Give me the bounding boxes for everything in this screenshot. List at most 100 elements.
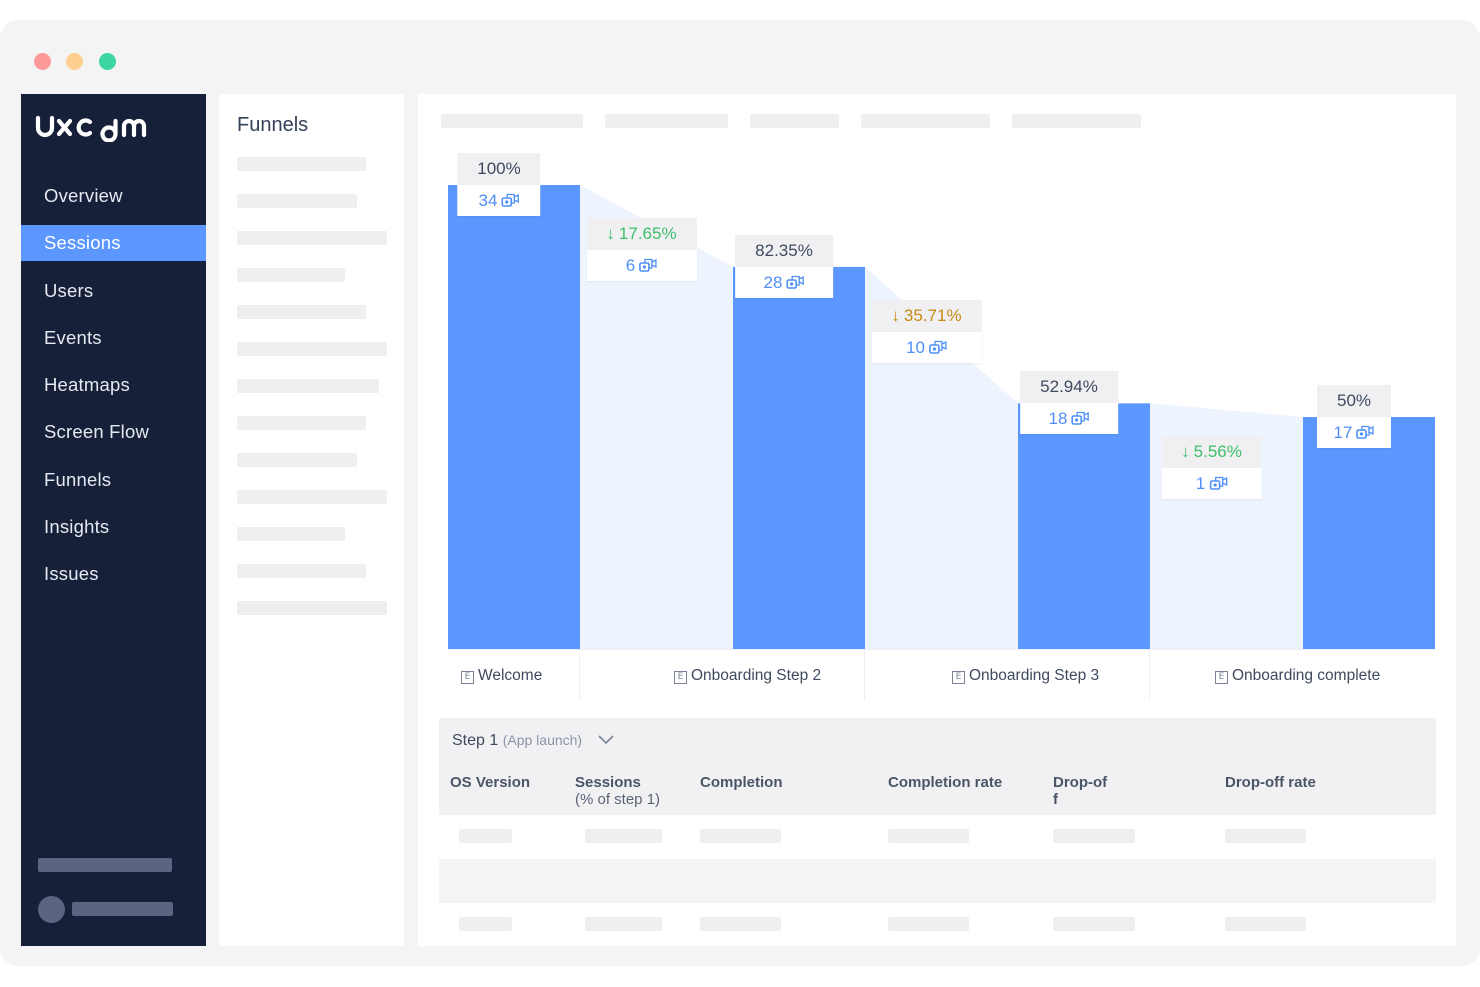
session-recording-icon[interactable] <box>1356 418 1375 439</box>
funnel-bar[interactable] <box>1018 403 1150 649</box>
tab-placeholder[interactable] <box>861 114 990 128</box>
chevron-down-icon[interactable] <box>597 734 615 746</box>
funnel-step-name-text: Onboarding Step 2 <box>691 667 822 684</box>
funnel-list-placeholder[interactable] <box>237 342 387 356</box>
column-header[interactable]: Drop-of f <box>1053 774 1107 808</box>
step-stat-percent-value: 50% <box>1336 391 1372 410</box>
column-header-label: Completion rate <box>888 774 1003 791</box>
funnel-bar[interactable] <box>448 185 580 649</box>
funnel-list-placeholder[interactable] <box>237 601 387 615</box>
dropoff-stat-percent-value: 17.65% <box>618 224 677 243</box>
sidebar-item-funnels[interactable]: Funnels <box>44 468 112 490</box>
table-cell-placeholder <box>1053 917 1135 931</box>
funnel-list-placeholder[interactable] <box>237 416 366 430</box>
session-recording-icon[interactable] <box>786 268 805 289</box>
funnel-step-name[interactable]: E Welcome <box>461 650 542 700</box>
table-row <box>439 859 1436 903</box>
sidebar-item-overview[interactable]: Overview <box>44 185 123 206</box>
step-stat[interactable]: 50% 17 <box>1316 385 1392 448</box>
funnel-list-placeholder[interactable] <box>237 527 345 541</box>
session-recording-icon[interactable] <box>1071 404 1090 426</box>
step-selector[interactable]: Step 1 (App launch) <box>452 732 582 750</box>
tab-placeholder[interactable] <box>441 114 583 128</box>
uxcam-logo[interactable]: uxcam <box>35 108 175 142</box>
main-content: E Welcome E Onboarding Step 2 E Onboarding St… <box>418 94 1456 946</box>
column-header-label: OS Version <box>450 774 531 791</box>
dropoff-stat-sessions[interactable]: 6 <box>586 250 697 281</box>
table-cell-placeholder <box>888 917 969 931</box>
funnel-list-placeholder[interactable] <box>237 453 357 467</box>
funnel-list-placeholder[interactable] <box>237 194 357 208</box>
sidebar-item-heatmaps[interactable]: Heatmaps <box>44 374 130 396</box>
column-header[interactable]: OS Version <box>450 774 530 791</box>
table-cell-placeholder <box>1225 829 1306 843</box>
table-cell-placeholder <box>585 829 662 843</box>
window-minimize-dot[interactable] <box>66 53 83 70</box>
step-stat-sessions-count: 28 <box>763 272 783 292</box>
funnel-bar[interactable] <box>1303 417 1435 649</box>
funnel-list-placeholder[interactable] <box>237 231 387 245</box>
sidebar-item-issues[interactable]: Issues <box>44 563 99 585</box>
table-cell-placeholder <box>1225 917 1306 931</box>
breakdown-table-header: Step 1 (App launch) OS Version Sessions (%… <box>439 718 1436 815</box>
event-icon: E <box>461 671 474 684</box>
step-stat[interactable]: 82.35% 28 <box>735 234 833 298</box>
dropoff-flow-region <box>580 185 733 649</box>
funnel-list-placeholder[interactable] <box>237 268 345 282</box>
sidebar: uxcam Overview Sessions Users Events Heatmap… <box>21 94 206 946</box>
dropoff-stat[interactable]: ↓ 5.56% 1 <box>1161 436 1262 500</box>
step-stat[interactable]: 52.94% 18 <box>1020 371 1118 435</box>
sidebar-placeholder-bar <box>38 858 172 872</box>
funnel-chart: E Welcome E Onboarding Step 2 E Onboarding St… <box>418 94 1456 734</box>
step-stat-sessions[interactable]: 34 <box>457 185 541 216</box>
column-header[interactable]: Completion <box>700 774 783 791</box>
sidebar-item-insights[interactable]: Insights <box>44 516 110 538</box>
funnel-step-labels: E Welcome E Onboarding Step 2 E Onboarding St… <box>448 649 1435 700</box>
step-label: Step 1 <box>452 732 499 749</box>
funnel-list-placeholder[interactable] <box>237 564 366 578</box>
step-stat-sessions-count: 34 <box>478 191 498 210</box>
event-icon: E <box>674 671 687 684</box>
funnel-step-name[interactable]: E Onboarding complete <box>1215 650 1380 700</box>
session-recording-icon[interactable] <box>639 251 657 272</box>
step-sub-label: (App launch) <box>502 732 583 748</box>
sidebar-item-sessions[interactable]: Sessions <box>21 225 206 262</box>
step-stat-sessions[interactable]: 18 <box>1020 403 1118 435</box>
dropoff-stat[interactable]: ↓ 17.65% 6 <box>586 218 697 281</box>
funnel-step-name[interactable]: E Onboarding Step 2 <box>674 650 821 700</box>
column-header[interactable]: Completion rate <box>888 774 1002 791</box>
funnel-bar[interactable] <box>733 266 865 649</box>
dropoff-stat-sessions[interactable]: 1 <box>1161 468 1262 500</box>
window-close-dot[interactable] <box>34 53 51 70</box>
dropoff-stat-sessions[interactable]: 10 <box>871 331 982 363</box>
column-header[interactable]: Sessions (% of step 1) <box>575 774 660 808</box>
window-maximize-dot[interactable] <box>99 53 116 70</box>
session-recording-icon[interactable] <box>929 333 947 354</box>
table-cell-placeholder <box>888 829 969 843</box>
column-header-label: Completion <box>700 774 783 791</box>
step-stat[interactable]: 100% 34 <box>457 153 541 216</box>
session-recording-icon[interactable] <box>1209 469 1227 491</box>
column-header-sublabel: (% of step 1) <box>575 791 661 808</box>
step-stat-sessions[interactable]: 17 <box>1316 417 1392 448</box>
step-stat-percent: 52.94% <box>1020 371 1118 404</box>
table-cell-placeholder <box>1053 829 1135 843</box>
dropoff-stat[interactable]: ↓ 35.71% 10 <box>871 299 982 363</box>
sidebar-item-events[interactable]: Events <box>44 326 102 348</box>
funnel-step-name[interactable]: E Onboarding Step 3 <box>952 650 1099 700</box>
funnel-list-placeholder[interactable] <box>237 379 379 393</box>
funnel-list-placeholder[interactable] <box>237 305 366 319</box>
tab-placeholder[interactable] <box>1012 114 1141 128</box>
sidebar-item-users[interactable]: Users <box>44 279 94 301</box>
session-recording-icon[interactable] <box>501 186 520 207</box>
tab-placeholder[interactable] <box>605 114 728 128</box>
avatar[interactable] <box>38 896 65 923</box>
step-stat-percent: 100% <box>457 153 541 185</box>
column-header[interactable]: Drop-off rate <box>1225 774 1316 791</box>
funnel-list-placeholder[interactable] <box>237 490 387 504</box>
tab-placeholder[interactable] <box>750 114 839 128</box>
step-stat-sessions[interactable]: 28 <box>735 266 833 298</box>
event-icon: E <box>952 671 965 684</box>
sidebar-item-screen-flow[interactable]: Screen Flow <box>44 421 150 443</box>
funnel-list-placeholder[interactable] <box>237 157 366 171</box>
